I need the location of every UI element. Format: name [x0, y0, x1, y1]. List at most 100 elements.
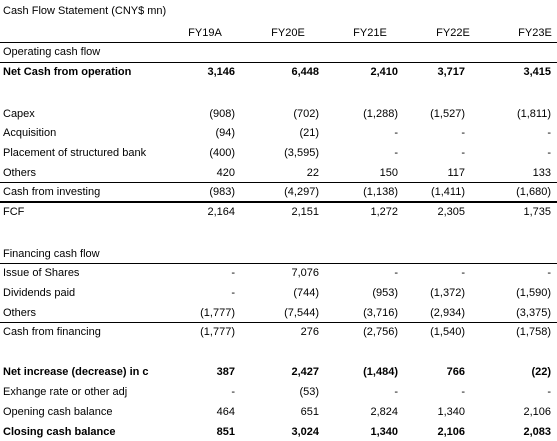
cell-value: (53): [299, 386, 319, 398]
cell-value: (400): [209, 147, 235, 159]
cell-value: 2,106: [437, 426, 465, 438]
row-label: Capex: [3, 108, 35, 120]
cell-value: 1,340: [437, 406, 465, 418]
cell-value: -: [547, 127, 551, 139]
cell-value: 464: [216, 406, 235, 418]
rule: [0, 62, 557, 63]
cell-value: (21): [299, 127, 319, 139]
cell-value: 7,076: [291, 267, 319, 279]
row-label: Cash from financing: [3, 326, 101, 338]
cell-value: (1,484): [363, 366, 398, 378]
cell-value: (2,934): [430, 307, 465, 319]
cell-value: -: [547, 386, 551, 398]
cell-value: (1,138): [363, 186, 398, 198]
row-label: Net Cash from operation: [3, 66, 132, 78]
cell-value: (1,288): [363, 108, 398, 120]
cell-value: -: [394, 127, 398, 139]
column-header: FY22E: [436, 27, 470, 39]
cell-value: 2,164: [207, 206, 235, 218]
cell-value: (4,297): [284, 186, 319, 198]
cell-value: 2,151: [291, 206, 319, 218]
cell-value: 150: [379, 167, 398, 179]
cell-value: (702): [293, 108, 319, 120]
cell-value: (1,590): [516, 287, 551, 299]
cell-value: (1,411): [430, 186, 465, 198]
row-label: Opening cash balance: [3, 406, 113, 418]
cell-value: 3,024: [291, 426, 319, 438]
cell-value: (1,372): [430, 287, 465, 299]
cell-value: -: [461, 147, 465, 159]
row-label: Net increase (decrease) in c: [3, 366, 149, 378]
cell-value: (983): [209, 186, 235, 198]
cell-value: 651: [300, 406, 319, 418]
cell-value: -: [394, 267, 398, 279]
title: Cash Flow Statement (CNY$ mn): [3, 5, 167, 17]
cell-value: (1,540): [430, 326, 465, 338]
cell-value: -: [547, 267, 551, 279]
row-label: Closing cash balance: [3, 426, 116, 438]
cell-value: 2,427: [291, 366, 319, 378]
cell-value: 1,735: [523, 206, 551, 218]
cell-value: 3,717: [437, 66, 465, 78]
cell-value: 117: [447, 167, 465, 179]
row-label: Dividends paid: [3, 287, 76, 299]
cell-value: 2,106: [523, 406, 551, 418]
cell-value: (2,756): [363, 326, 398, 338]
cell-value: 2,083: [523, 426, 551, 438]
cell-value: (3,375): [516, 307, 551, 319]
cell-value: -: [547, 147, 551, 159]
cell-value: 133: [532, 167, 551, 179]
cell-value: 766: [446, 366, 465, 378]
cell-value: 387: [216, 366, 235, 378]
cell-value: 3,415: [523, 66, 551, 78]
cell-value: 276: [300, 326, 319, 338]
row-label: FCF: [3, 206, 25, 218]
cell-value: 2,410: [370, 66, 398, 78]
cell-value: (3,595): [284, 147, 319, 159]
cell-value: -: [231, 287, 235, 299]
row-label: Cash from investing: [3, 186, 101, 198]
cell-value: -: [231, 386, 235, 398]
column-header: FY23E: [518, 27, 552, 39]
row-label: Others: [3, 307, 37, 319]
cell-value: (1,527): [430, 108, 465, 120]
cell-value: 1,340: [370, 426, 398, 438]
cell-value: (3,716): [363, 307, 398, 319]
row-label: Acquisition: [3, 127, 57, 139]
row-label: Placement of structured bank: [3, 147, 147, 159]
column-header: FY19A: [188, 27, 222, 39]
rule: [0, 182, 557, 183]
cell-value: 420: [216, 167, 235, 179]
cell-value: 3,146: [207, 66, 235, 78]
cell-value: (953): [372, 287, 398, 299]
cell-value: -: [394, 386, 398, 398]
rule: [0, 263, 557, 264]
cell-value: (1,777): [200, 307, 235, 319]
cell-value: -: [394, 147, 398, 159]
cell-value: (1,758): [516, 326, 551, 338]
cell-value: 1,272: [370, 206, 398, 218]
cell-value: 22: [306, 167, 319, 179]
cell-value: (7,544): [284, 307, 319, 319]
rule: [0, 322, 557, 323]
cell-value: 851: [216, 426, 235, 438]
cell-value: 2,305: [437, 206, 465, 218]
cell-value: (908): [209, 108, 235, 120]
row-label: Issue of Shares: [3, 267, 80, 279]
cell-value: (1,811): [516, 108, 551, 120]
cell-value: 2,824: [370, 406, 398, 418]
cell-value: (22): [531, 366, 551, 378]
cell-value: -: [461, 127, 465, 139]
cell-value: 6,448: [291, 66, 319, 78]
cell-value: (1,777): [200, 326, 235, 338]
rule: [0, 42, 557, 43]
cell-value: (744): [293, 287, 319, 299]
cell-value: (94): [215, 127, 235, 139]
row-label: Exhange rate or other adj: [3, 386, 128, 398]
cell-value: -: [231, 267, 235, 279]
cell-value: -: [461, 386, 465, 398]
row-label: Operating cash flow: [3, 46, 101, 58]
column-header: FY20E: [271, 27, 305, 39]
row-label: Financing cash flow: [3, 248, 100, 260]
